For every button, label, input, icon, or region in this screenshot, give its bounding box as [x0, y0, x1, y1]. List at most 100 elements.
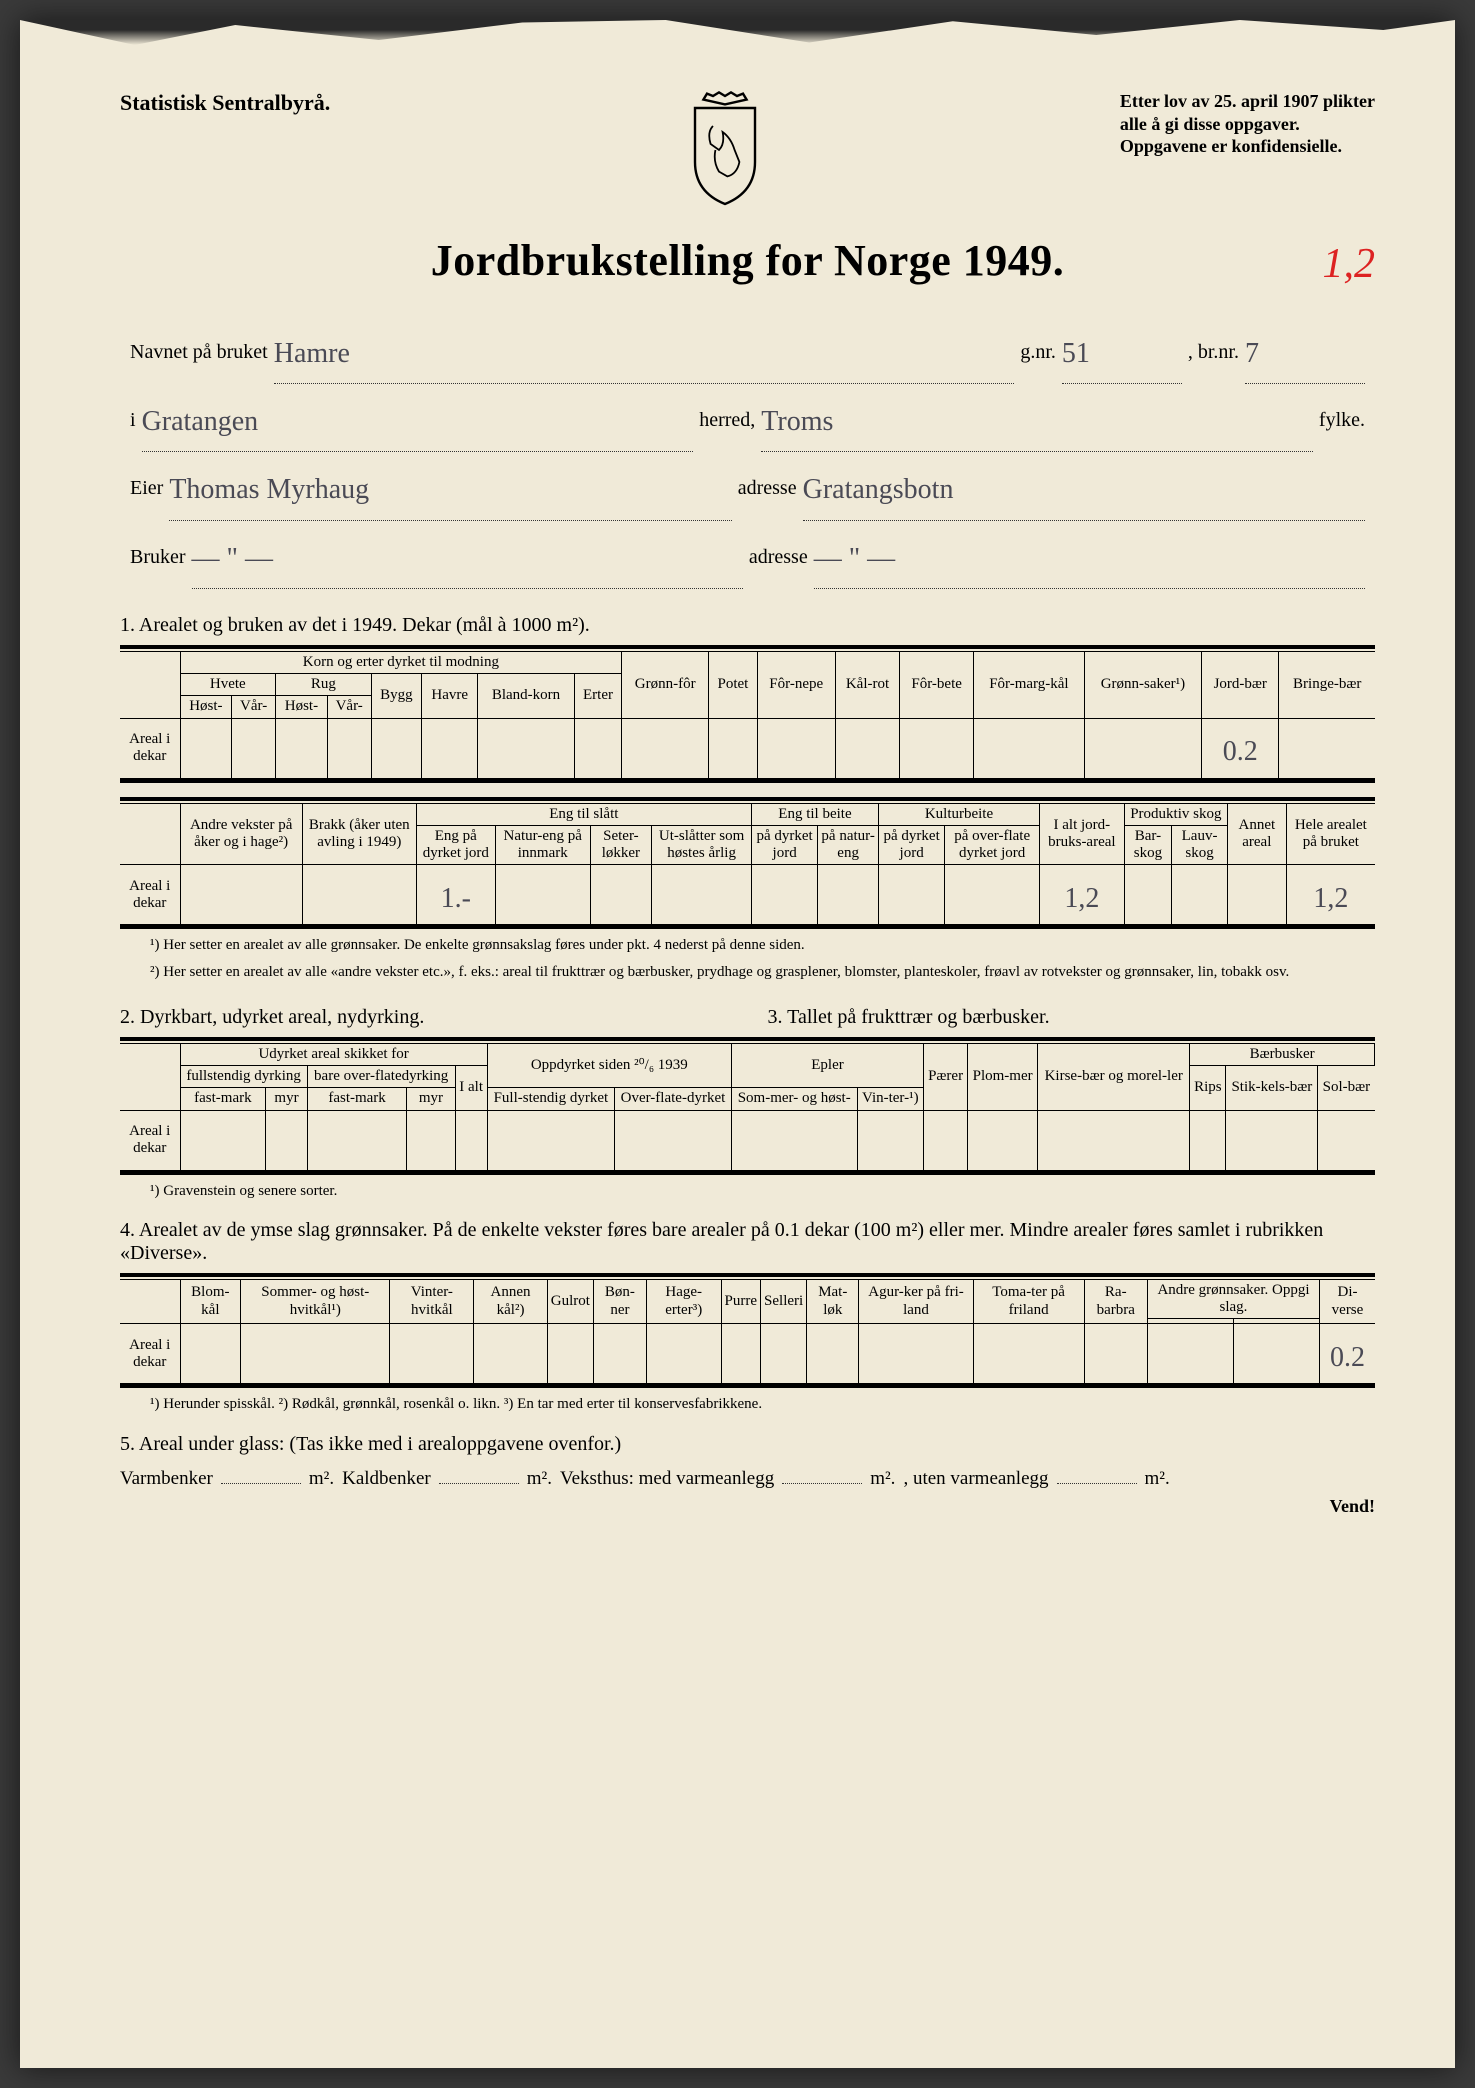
cell: [615, 1110, 732, 1170]
rabarbra-h: Ra-barbra: [1084, 1279, 1147, 1324]
cell: [474, 1324, 547, 1384]
rule: [120, 1273, 1375, 1277]
hageerter-h: Hage-erter³): [646, 1279, 721, 1324]
cell: [371, 718, 422, 778]
bruker-value: — " —: [192, 543, 273, 574]
gnr-value: 51: [1062, 338, 1090, 369]
gulrot-h: Gulrot: [547, 1279, 593, 1324]
udyrket-h: Udyrket areal skikket for: [180, 1043, 487, 1065]
cell: [1279, 718, 1375, 778]
sommer-hvitkal-h: Sommer- og høst-hvitkål¹): [241, 1279, 390, 1324]
brnr-value: 7: [1245, 338, 1259, 369]
forbete-h: Fôr-bete: [900, 651, 974, 718]
cell: [973, 1324, 1084, 1384]
form-title: Jordbrukstelling for Norge 1949.: [120, 235, 1375, 286]
eng-dyrket-h: Eng på dyrket jord: [416, 825, 495, 865]
barskog-h: Bar-skog: [1124, 825, 1171, 865]
cell: [327, 718, 371, 778]
dotted: [439, 1483, 519, 1484]
section1-heading: 1. Arealet og bruken av det i 1949. Deka…: [120, 614, 1375, 637]
cell: [818, 865, 879, 925]
brnr-label: , br.nr.: [1188, 328, 1239, 376]
eng-beite-h: Eng til beite: [751, 803, 878, 825]
footnote-4: ¹) Herunder spisskål. ²) Rødkål, grønnkå…: [150, 1394, 1375, 1414]
law-line-3: Oppgavene er konfidensielle.: [1120, 135, 1375, 158]
kultur-dyrket-h: på dyrket jord: [878, 825, 944, 865]
blomkal-h: Blom-kål: [180, 1279, 241, 1324]
cell: [1233, 1324, 1319, 1384]
cell: [266, 1110, 307, 1170]
sommer-h: Som-mer- og høst-: [731, 1088, 857, 1110]
bringebaer-h: Bringe-bær: [1279, 651, 1375, 718]
vinter-hvitkal-h: Vinter-hvitkål: [390, 1279, 474, 1324]
adresse-value: Gratangsbotn: [803, 474, 954, 505]
potet-h: Potet: [709, 651, 758, 718]
cell: [646, 1324, 721, 1384]
empty-corner: [120, 1043, 180, 1110]
cell: [574, 718, 621, 778]
rule: [120, 1171, 1375, 1175]
cell: [857, 1110, 924, 1170]
cell: [276, 718, 328, 778]
section3-heading: 3. Tallet på frukttrær og bærbusker.: [768, 1006, 1376, 1029]
adresse-label-2: adresse: [749, 533, 808, 581]
empty-corner: [120, 651, 180, 718]
varmbenker-label: Varmbenker: [120, 1468, 213, 1490]
stikkelsbaer-h: Stik-kels-bær: [1226, 1066, 1318, 1111]
hele-val: 1,2: [1313, 883, 1348, 914]
eier-label: Eier: [130, 464, 163, 512]
rips-h: Rips: [1190, 1066, 1226, 1111]
fornepe-h: Fôr-nepe: [757, 651, 835, 718]
produktiv-skog-h: Produktiv skog: [1124, 803, 1227, 825]
cell: [590, 865, 652, 925]
var-h2: Vår-: [327, 696, 371, 718]
cell: [478, 718, 575, 778]
gronnsaker-h: Grønn-saker¹): [1084, 651, 1201, 718]
diverse-h: Di-verse: [1319, 1279, 1375, 1324]
dotted: [1057, 1483, 1137, 1484]
header-row: Statistisk Sentralbyrå. Etter lov av 25.…: [120, 90, 1375, 215]
cell: [652, 865, 752, 925]
section5-line: Varmbenkerm². Kaldbenkerm². Veksthus: me…: [120, 1468, 1375, 1490]
beite-natur-h: på natur-eng: [818, 825, 879, 865]
cell: [241, 1324, 390, 1384]
lauvskog-h: Lauv-skog: [1172, 825, 1228, 865]
erter-h: Erter: [574, 674, 621, 719]
bare-overflate-h: bare over-flatedyrking: [307, 1066, 455, 1088]
fastmark-h1: fast-mark: [180, 1088, 266, 1110]
ialt-h2: I alt: [455, 1066, 487, 1111]
cell: [751, 865, 817, 925]
rule: [120, 779, 1375, 783]
m2-1: m².: [309, 1468, 334, 1490]
herred-label: herred,: [699, 396, 755, 444]
hele-value: 1,2: [1286, 865, 1375, 925]
bygg-h: Bygg: [371, 674, 422, 719]
cell: [180, 865, 302, 925]
over-dyrket-h: Over-flate-dyrket: [615, 1088, 732, 1110]
solbaer-h: Sol-bær: [1318, 1066, 1375, 1111]
cell: [547, 1324, 593, 1384]
section2-heading: 2. Dyrkbart, udyrket areal, nydyrking.: [120, 1006, 728, 1029]
cell: [709, 718, 758, 778]
row-label-2: Areal i dekar: [120, 1110, 180, 1170]
rule: [120, 645, 1375, 649]
cell: [924, 1110, 968, 1170]
epler-h: Epler: [731, 1043, 923, 1088]
hele-arealet-h: Hele arealet på bruket: [1286, 803, 1375, 865]
bonner-h: Bøn-ner: [593, 1279, 646, 1324]
m2-3: m².: [870, 1468, 895, 1490]
red-annotation: 1,2: [1323, 240, 1376, 288]
natureng-h: Natur-eng på innmark: [495, 825, 590, 865]
formargkal-h: Fôr-marg-kål: [974, 651, 1085, 718]
table-4: Blom-kål Sommer- og høst-hvitkål¹) Vinte…: [120, 1279, 1375, 1385]
navnet-value: Hamre: [274, 338, 350, 369]
cell: [495, 865, 590, 925]
identification-block: Navnet på bruket Hamre g.nr. 51 , br.nr.…: [120, 316, 1375, 589]
eier-value: Thomas Myrhaug: [169, 474, 369, 505]
cell: [859, 1324, 973, 1384]
cell: [180, 1324, 241, 1384]
ialt-h: I alt jord-bruks-areal: [1040, 803, 1125, 865]
law-line-2: alle å gi disse oppgaver.: [1120, 113, 1375, 136]
cell: [422, 718, 478, 778]
ialt-val: 1,2: [1064, 883, 1099, 914]
